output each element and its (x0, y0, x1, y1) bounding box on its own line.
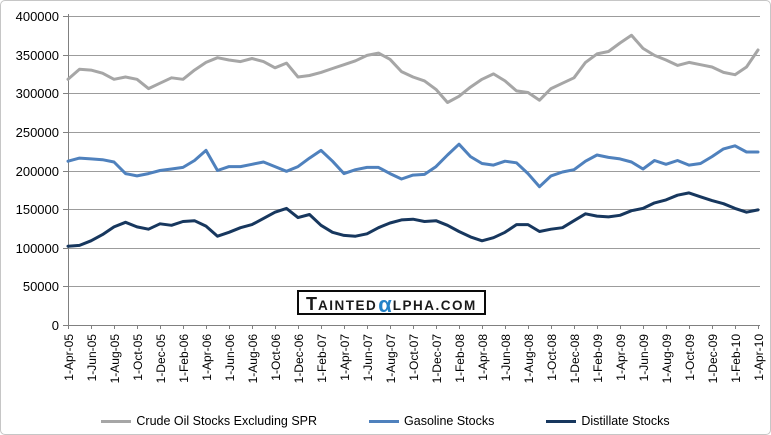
y-tick-label: 50000 (23, 279, 59, 294)
gasoline-line-swatch (369, 419, 400, 423)
x-tick-label: 1-Aug-06 (246, 334, 260, 384)
x-tick-label: 1-Aug-09 (660, 334, 674, 384)
legend-label-gasoline: Gasoline Stocks (404, 414, 495, 428)
x-tick-label: 1-Dec-05 (154, 334, 168, 384)
x-tick-label: 1-Jun-09 (637, 334, 651, 382)
x-tick-label: 1-Aug-08 (522, 334, 536, 384)
crude-line-swatch (101, 419, 132, 423)
x-tick-label: 1-Oct-07 (407, 334, 421, 381)
y-tick-label: 250000 (16, 125, 59, 140)
watermark: T AINTED α LPHA.COM (297, 290, 486, 317)
x-tick-label: 1-Jun-07 (361, 334, 375, 382)
watermark-alpha-glyph: α (378, 292, 392, 317)
distillate-line-swatch (546, 419, 577, 423)
y-tick-label: 0 (52, 318, 59, 333)
x-tick-label: 1-Dec-09 (706, 334, 720, 384)
y-tick-label: 400000 (16, 9, 59, 24)
y-tick-label: 200000 (16, 164, 59, 179)
x-tick-label: 1-Apr-08 (476, 334, 490, 381)
legend-item-distillate: Distillate Stocks (546, 414, 670, 428)
x-tick-label: 1-Oct-08 (545, 334, 559, 381)
legend-label-distillate: Distillate Stocks (581, 414, 670, 428)
x-tick-label: 1-Apr-10 (752, 334, 766, 381)
x-tick-label: 1-Apr-05 (62, 334, 76, 381)
x-tick-label: 1-Aug-05 (108, 334, 122, 384)
watermark-text-t: T (306, 294, 318, 314)
series-line-crude (66, 33, 760, 104)
x-tick-label: 1-Aug-07 (384, 334, 398, 384)
y-tick-label: 300000 (16, 86, 59, 101)
x-tick-label: 1-Apr-06 (200, 334, 214, 381)
x-tick-label: 1-Jun-08 (499, 334, 513, 382)
x-tick-label: 1-Jun-05 (85, 334, 99, 382)
x-tick-label: 1-Feb-10 (729, 334, 743, 383)
watermark-text-ainted: AINTED (318, 298, 378, 313)
legend-item-crude: Crude Oil Stocks Excluding SPR (101, 414, 317, 428)
x-tick-label: 1-Oct-05 (131, 334, 145, 381)
x-tick-label: 1-Feb-06 (177, 334, 191, 383)
series-line-gasoline (66, 142, 760, 189)
x-tick-label: 1-Oct-09 (683, 334, 697, 381)
x-tick-label: 1-Feb-08 (453, 334, 467, 383)
x-tick-label: 1-Feb-07 (315, 334, 329, 383)
x-tick-label: 1-Dec-07 (430, 334, 444, 384)
x-tick-label: 1-Dec-08 (568, 334, 582, 384)
watermark-text-lpha: LPHA.COM (392, 298, 477, 313)
x-tick-label: 1-Oct-06 (269, 334, 283, 381)
x-tick-label: 1-Apr-09 (614, 334, 628, 381)
x-tick-label: 1-Feb-09 (591, 334, 605, 383)
legend: Crude Oil Stocks Excluding SPR Gasoline … (1, 414, 770, 428)
y-tick-label: 150000 (16, 202, 59, 217)
x-tick-label: 1-Dec-06 (292, 334, 306, 384)
x-tick-label: 1-Apr-07 (338, 334, 352, 381)
legend-item-gasoline: Gasoline Stocks (369, 414, 494, 428)
y-tick-label: 100000 (16, 241, 59, 256)
y-tick-label: 350000 (16, 48, 59, 63)
x-tick-label: 1-Jun-06 (223, 334, 237, 382)
series-line-distillate (66, 191, 760, 248)
legend-label-crude: Crude Oil Stocks Excluding SPR (136, 414, 318, 428)
